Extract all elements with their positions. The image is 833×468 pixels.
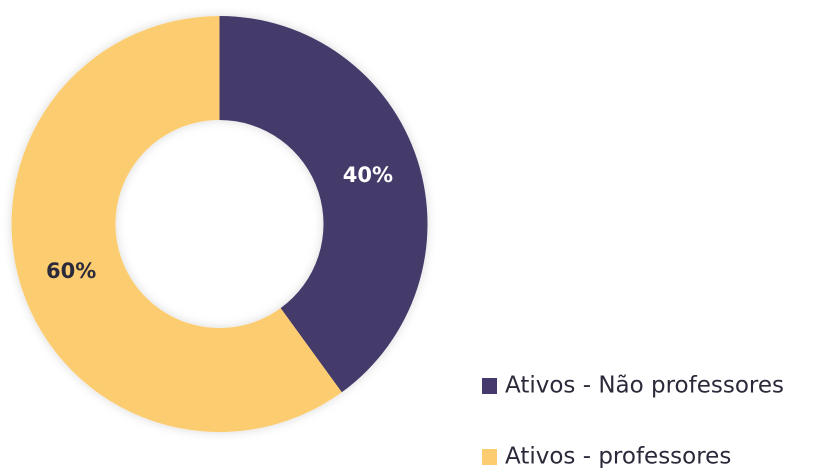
donut bbox=[11, 16, 428, 432]
legend-label: Ativos - professores bbox=[505, 444, 731, 468]
slice-label: 60% bbox=[46, 259, 96, 283]
donut-slice bbox=[11, 16, 342, 432]
slice-label: 40% bbox=[343, 163, 393, 187]
donut-slice bbox=[219, 16, 428, 393]
legend-swatch bbox=[482, 449, 497, 465]
legend-swatch bbox=[482, 378, 497, 394]
legend-label: Ativos - Não professores bbox=[505, 373, 784, 399]
